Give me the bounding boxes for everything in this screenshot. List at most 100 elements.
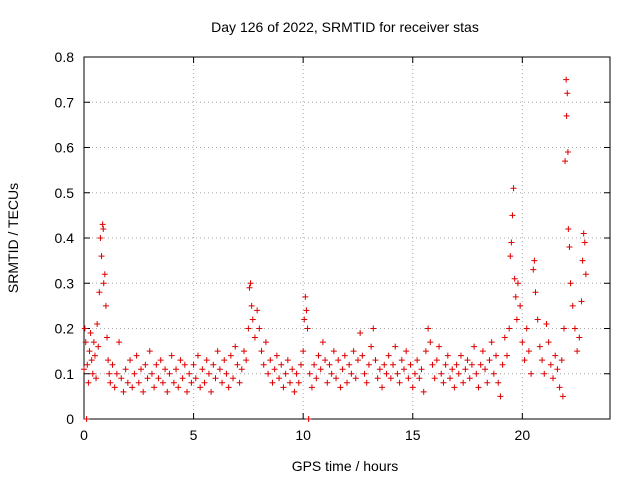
data-point bbox=[308, 384, 315, 391]
data-point bbox=[157, 357, 164, 364]
data-point bbox=[381, 361, 388, 368]
data-point bbox=[576, 334, 583, 341]
data-point bbox=[273, 352, 280, 359]
data-point bbox=[519, 339, 526, 346]
data-point bbox=[148, 370, 155, 377]
data-point bbox=[565, 225, 572, 232]
data-point bbox=[444, 352, 451, 359]
data-point bbox=[289, 366, 296, 373]
data-point bbox=[301, 316, 308, 323]
data-point bbox=[96, 289, 103, 296]
data-point bbox=[111, 384, 118, 391]
data-point bbox=[482, 366, 489, 373]
data-point bbox=[341, 352, 348, 359]
data-point bbox=[181, 361, 188, 368]
data-point bbox=[109, 361, 116, 368]
data-point bbox=[363, 379, 370, 386]
data-point bbox=[113, 370, 120, 377]
data-point bbox=[493, 352, 500, 359]
data-point bbox=[510, 185, 517, 192]
data-point bbox=[449, 366, 456, 373]
data-point bbox=[324, 379, 331, 386]
data-point bbox=[534, 316, 541, 323]
data-point bbox=[425, 325, 432, 332]
data-point bbox=[370, 325, 377, 332]
data-point bbox=[170, 379, 177, 386]
data-point bbox=[562, 158, 569, 165]
data-point bbox=[387, 375, 394, 382]
x-tick-label: 10 bbox=[295, 427, 311, 443]
data-point bbox=[464, 357, 471, 364]
data-point bbox=[162, 366, 169, 373]
data-point bbox=[429, 361, 436, 368]
data-point bbox=[376, 366, 383, 373]
data-point bbox=[91, 352, 98, 359]
data-point bbox=[559, 393, 566, 400]
data-point bbox=[558, 357, 565, 364]
data-point bbox=[344, 379, 350, 386]
data-point bbox=[105, 357, 112, 364]
data-point bbox=[120, 388, 127, 395]
data-point bbox=[100, 225, 107, 232]
data-point bbox=[420, 388, 427, 395]
grid bbox=[84, 57, 610, 419]
data-point bbox=[335, 357, 342, 364]
data-point bbox=[531, 257, 538, 264]
data-point bbox=[447, 375, 454, 382]
data-point bbox=[303, 307, 310, 314]
data-point bbox=[495, 379, 502, 386]
data-point bbox=[513, 316, 520, 323]
data-point bbox=[225, 384, 232, 391]
data-point bbox=[210, 361, 217, 368]
data-point bbox=[97, 235, 104, 241]
data-point bbox=[164, 388, 171, 395]
data-point bbox=[122, 366, 129, 373]
data-point bbox=[337, 384, 344, 391]
data-point bbox=[230, 375, 237, 382]
data-point bbox=[247, 280, 254, 287]
data-point bbox=[564, 90, 571, 97]
data-point bbox=[280, 384, 287, 391]
data-point bbox=[466, 375, 473, 382]
data-point bbox=[486, 357, 493, 364]
data-point bbox=[304, 325, 311, 332]
data-point bbox=[269, 379, 276, 386]
data-point bbox=[532, 289, 539, 296]
data-point bbox=[580, 230, 587, 237]
y-tick-label: 0.5 bbox=[55, 185, 75, 201]
data-point bbox=[287, 379, 294, 386]
data-point bbox=[243, 357, 250, 364]
data-point bbox=[411, 370, 418, 377]
data-point bbox=[254, 307, 261, 314]
data-point bbox=[232, 343, 239, 350]
data-point bbox=[379, 384, 386, 391]
data-point bbox=[101, 271, 108, 278]
data-point bbox=[131, 370, 138, 377]
data-point bbox=[497, 393, 504, 400]
y-tick-label: 0.2 bbox=[55, 321, 75, 337]
data-point bbox=[352, 375, 359, 382]
data-point bbox=[212, 375, 219, 382]
data-point bbox=[102, 302, 109, 309]
data-point bbox=[319, 339, 326, 346]
data-point bbox=[383, 370, 390, 377]
data-point bbox=[317, 366, 324, 373]
data-point bbox=[151, 384, 158, 391]
data-point bbox=[392, 343, 399, 350]
data-point bbox=[563, 112, 570, 119]
y-tick-label: 0.1 bbox=[55, 366, 75, 382]
data-point bbox=[86, 348, 93, 355]
data-point bbox=[438, 370, 445, 377]
data-point bbox=[192, 375, 199, 382]
x-tick-label: 15 bbox=[405, 427, 421, 443]
data-point bbox=[246, 284, 253, 291]
data-point bbox=[350, 348, 357, 355]
data-point bbox=[133, 352, 140, 359]
data-point bbox=[359, 352, 366, 359]
data-point bbox=[455, 370, 462, 377]
data-point bbox=[271, 366, 278, 373]
data-point bbox=[124, 379, 131, 386]
data-point bbox=[219, 379, 226, 386]
data-point bbox=[262, 339, 269, 346]
data-point bbox=[315, 352, 322, 359]
